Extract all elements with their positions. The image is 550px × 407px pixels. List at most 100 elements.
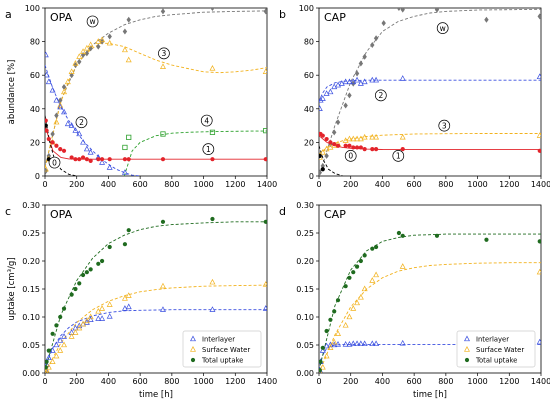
data-point xyxy=(263,128,267,134)
legend: Interlayer Surface Water Total uptake xyxy=(182,330,262,368)
annotation-circle xyxy=(86,15,99,28)
data-point xyxy=(125,56,132,63)
data-point xyxy=(45,365,48,370)
y-tick-label: 60 xyxy=(304,71,314,80)
y-tick-label: 0.00 xyxy=(22,369,40,378)
x-axis-label: time [h] xyxy=(139,390,173,400)
data-point xyxy=(357,135,364,142)
data-point xyxy=(84,50,90,57)
data-point xyxy=(369,277,376,283)
x-tick-label: 400 xyxy=(375,377,390,386)
data-point xyxy=(342,137,349,143)
x-tick-label: 0 xyxy=(316,180,321,189)
data-point xyxy=(95,307,102,314)
y-axis-label: abundance [%] xyxy=(7,60,17,125)
data-point xyxy=(57,101,64,108)
x-tick-label: 600 xyxy=(407,377,422,386)
data-point xyxy=(49,347,56,353)
data-point xyxy=(121,169,128,175)
data-point xyxy=(58,97,63,104)
series-3 xyxy=(122,128,267,151)
series-2 xyxy=(45,216,267,370)
data-point xyxy=(370,147,375,152)
fit-line-series-0 xyxy=(45,10,267,168)
data-point xyxy=(57,103,64,110)
data-point xyxy=(373,271,380,278)
x-axis-ticks: 0 200 400 600 800 1000 1200 1400 xyxy=(316,176,550,189)
data-point xyxy=(319,105,323,111)
data-point xyxy=(61,148,67,153)
y-tick-label: 0.05 xyxy=(22,341,40,350)
data-point xyxy=(61,83,67,90)
data-point xyxy=(76,322,83,329)
data-point xyxy=(335,81,342,88)
data-point xyxy=(61,333,68,339)
data-point xyxy=(361,133,368,140)
annotation-label: 0 xyxy=(348,152,353,161)
fit-line-series-0 xyxy=(45,309,267,368)
x-axis-ticks: 0 200 400 600 800 1000 1200 1400 xyxy=(42,176,277,189)
annotation-label: w xyxy=(90,17,96,26)
data-point xyxy=(323,145,330,152)
data-point xyxy=(484,237,489,242)
y-tick-label: 100 xyxy=(25,4,40,13)
data-point xyxy=(45,368,49,373)
legend-marker xyxy=(190,335,196,342)
data-point xyxy=(83,145,90,152)
data-point xyxy=(126,16,131,23)
data-point xyxy=(121,295,128,301)
x-tick-label: 200 xyxy=(69,180,84,189)
data-point xyxy=(342,340,349,347)
x-tick-label: 1000 xyxy=(193,377,213,386)
annotation-circle xyxy=(202,143,215,155)
legend-box xyxy=(182,330,262,368)
data-point xyxy=(107,244,112,250)
panel-letter: d xyxy=(279,205,286,218)
data-point xyxy=(64,120,71,127)
x-tick-label: 400 xyxy=(101,180,116,189)
data-point xyxy=(68,122,75,128)
data-point xyxy=(320,345,325,350)
data-point xyxy=(346,78,353,85)
x-tick-label: 400 xyxy=(375,180,390,189)
data-point xyxy=(69,72,74,79)
data-point xyxy=(361,78,368,85)
data-point xyxy=(346,340,353,347)
panel-letter: c xyxy=(5,205,11,218)
data-point xyxy=(537,148,541,153)
data-point xyxy=(72,329,79,335)
data-point xyxy=(319,153,322,158)
y-tick-label: 0.00 xyxy=(296,369,314,378)
data-point xyxy=(536,338,541,345)
data-point xyxy=(327,143,334,150)
y-axis-ticks: 0 20 40 60 80 100 xyxy=(25,4,45,181)
data-point xyxy=(319,96,324,103)
data-point xyxy=(126,228,131,233)
data-point xyxy=(320,133,325,138)
data-point xyxy=(332,129,337,136)
data-point xyxy=(99,36,106,43)
data-point xyxy=(54,143,59,148)
x-tick-label: 800 xyxy=(438,180,453,189)
data-point xyxy=(357,340,364,347)
series-0 xyxy=(45,8,267,174)
data-point xyxy=(45,123,48,128)
data-point xyxy=(320,162,326,169)
data-point xyxy=(87,316,94,322)
data-point xyxy=(319,169,322,176)
y-tick-label: 0.30 xyxy=(22,201,40,210)
series-4 xyxy=(45,118,267,163)
annotation-label: 4 xyxy=(204,116,209,125)
data-point xyxy=(95,315,102,321)
data-point xyxy=(396,8,402,11)
data-point xyxy=(77,281,82,286)
series-2 xyxy=(319,230,541,373)
data-point xyxy=(361,340,368,347)
legend-entry: Surface Water xyxy=(202,346,250,354)
data-point xyxy=(87,41,94,48)
data-point xyxy=(77,58,82,65)
data-point xyxy=(346,135,353,142)
data-point xyxy=(99,159,106,165)
data-point xyxy=(84,270,89,275)
